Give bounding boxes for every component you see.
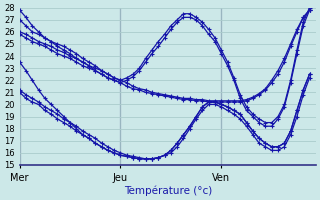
X-axis label: Température (°c): Température (°c)	[124, 185, 212, 196]
